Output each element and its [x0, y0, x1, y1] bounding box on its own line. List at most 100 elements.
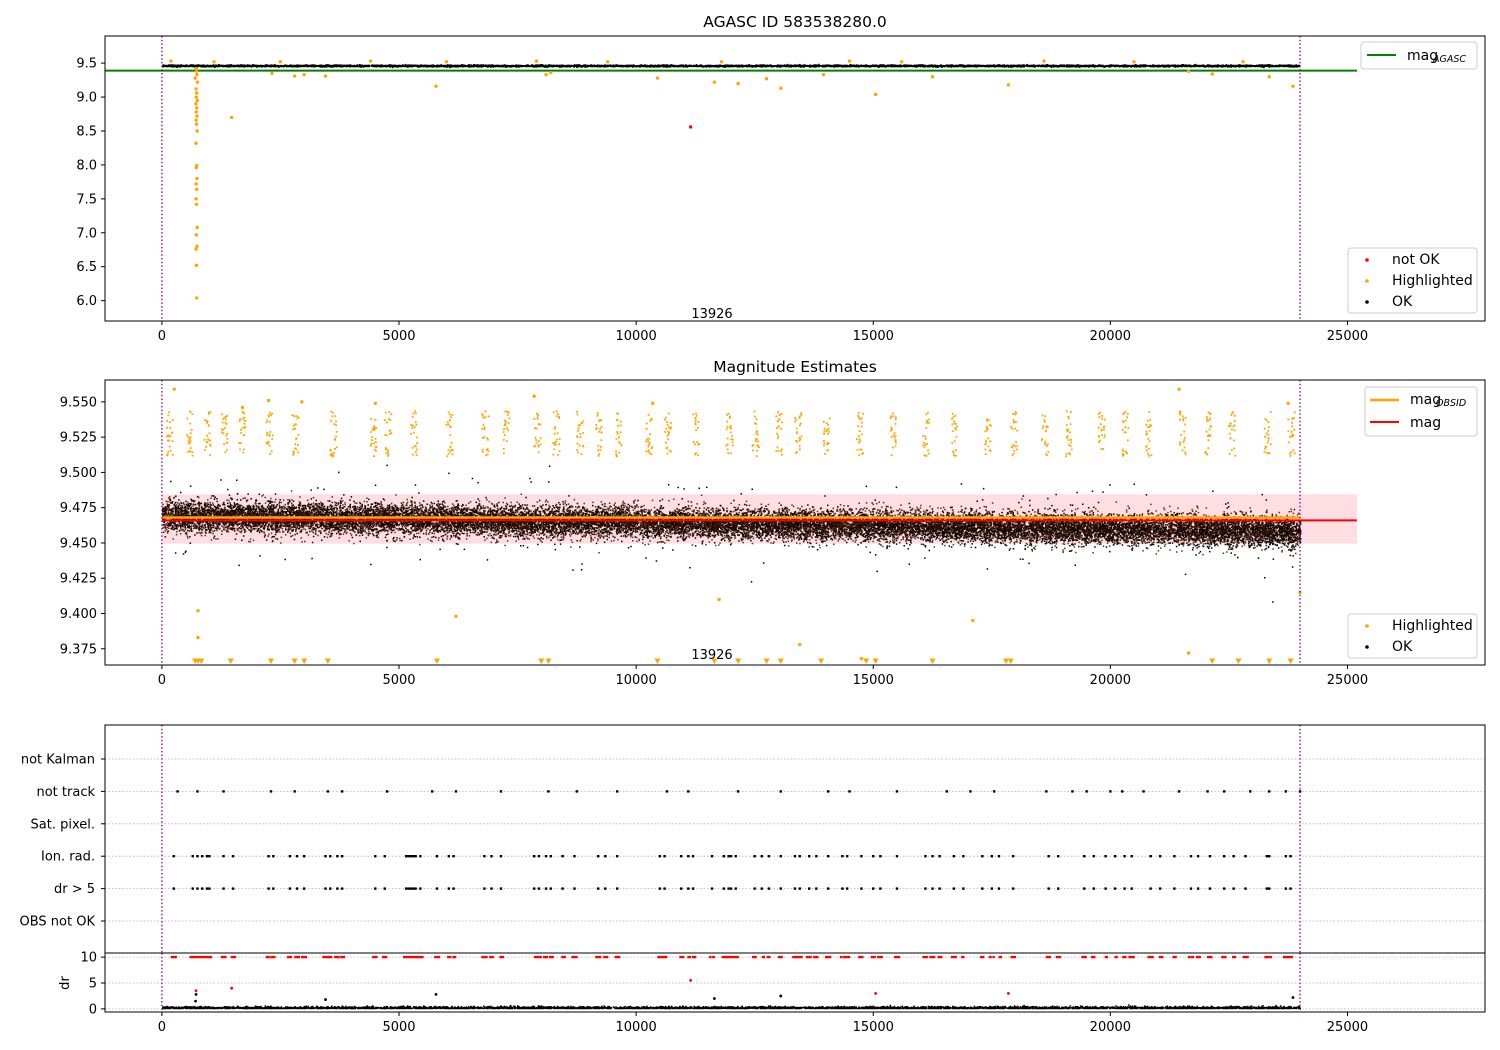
panel3-flag-point	[760, 887, 764, 890]
panel3-flag-point	[952, 855, 956, 858]
panel1-highlighted-point	[229, 115, 234, 120]
panel1-highlighted-point	[719, 60, 724, 64]
panel3-flag-point	[1265, 887, 1269, 890]
panel4-xtick-label: 5000	[382, 1020, 415, 1035]
panel3-flag-point	[404, 887, 408, 890]
panel3-flag-point	[1056, 887, 1060, 890]
panel4-ytick-label: 10	[80, 951, 97, 966]
panel1-highlighted-point	[194, 247, 198, 251]
panel3-flag-point	[302, 855, 306, 858]
panel3-flag-point	[945, 790, 948, 793]
panel3-flag-point	[374, 887, 377, 890]
panel2-highlighted-point	[1286, 401, 1290, 405]
legend-label-highlighted-2: Highlighted	[1392, 618, 1473, 634]
panel3-flag-point	[532, 855, 536, 858]
panel2-legend-lines: mag OBSID mag	[1364, 386, 1478, 437]
panel3-flag-point	[1142, 790, 1145, 793]
panel3-flag-point	[1284, 855, 1288, 858]
panel3-flag-point	[544, 855, 548, 858]
panel4-capped-points	[170, 955, 1294, 959]
panel3-flag-point	[924, 887, 927, 890]
panel1-highlighted-point	[194, 263, 199, 268]
panel3-flag-point	[288, 887, 292, 890]
panel1-highlighted-point	[194, 110, 198, 114]
panel1-highlighted-point	[1241, 60, 1245, 64]
panel4-dr-point	[1007, 991, 1010, 995]
panel1-ytick-label: 8.5	[76, 125, 97, 140]
panel3-flag-point	[596, 855, 600, 858]
panel1-highlighted-point	[873, 92, 878, 97]
panel2-obsid-annotation: 13926	[691, 648, 732, 663]
panel2-out-of-range-marker	[1287, 658, 1294, 664]
panel3-flag-point	[691, 887, 695, 890]
panel2-ytick-label: 9.500	[60, 466, 97, 481]
panel3-flag-point	[499, 790, 503, 793]
panel3-flag-point	[1232, 887, 1235, 890]
panel3-flag-point	[222, 855, 225, 858]
panel-dr: 0 5000 10000 15000 20000 25000 0 5 10 dr	[58, 951, 1486, 1035]
panel3-flag-point	[340, 790, 344, 793]
panel3-flag-point	[1268, 887, 1271, 890]
panel1-not-ok-point	[688, 125, 693, 129]
legend-label-mag-obsid-sub: OBSID	[1436, 398, 1466, 409]
panel1-highlighted-point	[779, 86, 783, 90]
panel4-axes: 0 5000 10000 15000 20000 25000 0 5 10	[80, 951, 1486, 1035]
panel2-data	[161, 380, 1357, 665]
panel3-flag-point	[734, 855, 737, 858]
panel3-flag-point	[549, 855, 552, 858]
panel3-category-label: Ion. rad.	[41, 850, 95, 865]
panel1-highlighted-point	[193, 76, 197, 80]
panel2-highlighted-point	[196, 635, 200, 640]
panel3-flag-point	[1047, 887, 1050, 890]
panel4-dr-point	[779, 994, 783, 998]
panel3-flag-point	[1189, 855, 1193, 858]
panel1-highlighted-point	[194, 95, 198, 99]
panel3-flag-point	[729, 887, 733, 890]
legend-swatch-ok-2	[1365, 645, 1369, 649]
panel3-flag-point	[196, 855, 199, 858]
panel3-flag-point	[205, 855, 209, 858]
panel3-flag-point	[1268, 855, 1271, 858]
panel3-flag-point	[454, 790, 458, 793]
panel3-flag-point	[269, 790, 273, 793]
panel3-flag-point	[1011, 887, 1015, 890]
panel1-highlighted-point	[194, 165, 198, 170]
panel3-flag-point	[1222, 790, 1226, 793]
panel1-highlighted-point	[1210, 72, 1215, 76]
panel3-flag-point	[727, 887, 730, 890]
panel4-dr-point	[434, 993, 438, 996]
panel2-out-of-range-marker	[301, 658, 308, 664]
panel3-flag-point	[826, 887, 830, 890]
panel3-flag-point	[205, 887, 209, 890]
panel1-ok-points	[161, 63, 1301, 69]
panel3-flag-point	[1104, 855, 1107, 858]
panel3-flag-point	[483, 887, 486, 890]
panel3-flag-point	[1208, 887, 1212, 890]
panel3-flag-point	[302, 887, 306, 890]
panel3-flag-point	[383, 855, 386, 858]
panel3-flag-point	[447, 855, 451, 858]
panel3-flag-point	[1284, 887, 1288, 890]
panel3-flag-point	[412, 855, 415, 858]
panel2-legend-points-box	[1347, 613, 1478, 659]
panel3-flag-point	[895, 887, 899, 890]
panel2-ok-points	[162, 464, 1302, 603]
panel1-highlighted-point	[278, 60, 283, 64]
panel2-out-of-range-marker	[198, 658, 205, 664]
panel4-xtick-label: 10000	[615, 1020, 656, 1035]
panel1-highlighted-point	[302, 72, 306, 77]
panel3-flag-point	[990, 855, 994, 858]
panel3-flag-point	[544, 887, 548, 890]
panel3-flag-point	[1130, 887, 1133, 890]
panel2-out-of-range-marker	[735, 658, 742, 664]
panel1-ytick-label: 6.0	[76, 294, 97, 309]
panel3-flag-point	[729, 855, 733, 858]
panel1-highlighted-point	[544, 72, 548, 77]
panel3-flag-point	[1158, 855, 1162, 858]
panel1-highlighted-point	[1006, 83, 1011, 87]
panel2-out-of-range-marker	[654, 658, 661, 664]
panel2-out-of-range-marker	[763, 658, 770, 664]
panel3-flag-point	[1265, 855, 1269, 858]
panel2-highlighted-point	[240, 405, 245, 410]
